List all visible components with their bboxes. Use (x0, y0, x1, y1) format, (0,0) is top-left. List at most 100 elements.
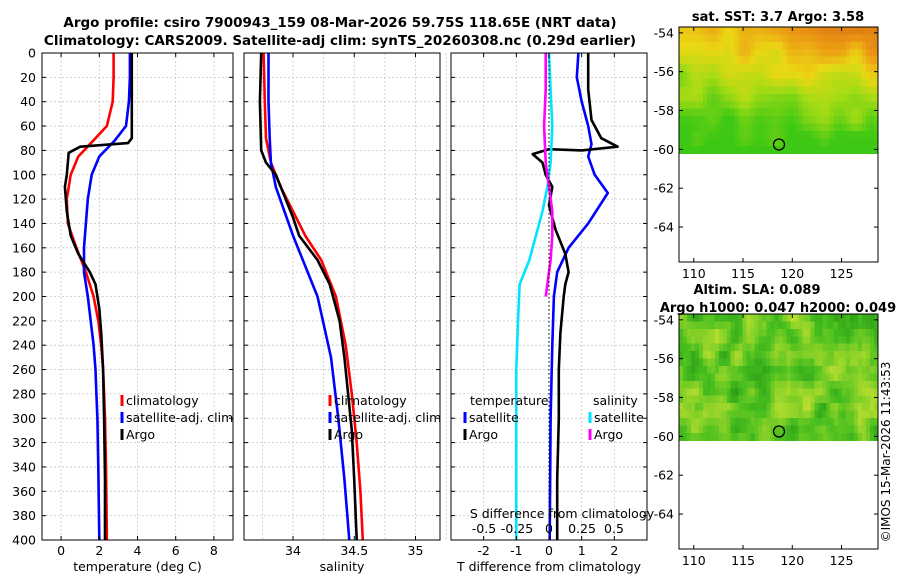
heatmap-cell (742, 41, 748, 50)
heatmap-cell (858, 64, 863, 73)
heatmap-cell (682, 336, 688, 345)
heatmap-cell (754, 130, 760, 139)
heatmap-cell (770, 314, 776, 323)
heatmap-cell (690, 343, 696, 352)
heatmap-cell (702, 123, 708, 132)
heatmap-cell (682, 34, 688, 43)
heatmap-cell (818, 64, 823, 73)
heatmap-cell (814, 86, 819, 95)
heatmap-cell (766, 138, 772, 147)
heatmap-cell (830, 123, 835, 132)
heatmap-cell (838, 373, 843, 382)
heatmap-cell (778, 321, 784, 330)
heatmap-cell (830, 145, 835, 154)
heatmap-cell (754, 321, 760, 330)
heatmap-cell (718, 388, 724, 397)
heatmap-cell (758, 336, 764, 345)
heatmap-cell (718, 101, 724, 110)
heatmap-cell (679, 358, 684, 367)
heatmap-cell (706, 49, 712, 58)
heatmap-cell (706, 130, 712, 139)
y-tick-label: -56 (654, 64, 674, 79)
heatmap-cell (786, 373, 792, 382)
heatmap-cell (866, 108, 871, 117)
heatmap-cell (758, 358, 764, 367)
heatmap-cell (798, 432, 803, 441)
heatmap-cell (738, 78, 744, 88)
heatmap-cell (810, 403, 815, 412)
heatmap-cell (714, 27, 720, 36)
heatmap-cell (818, 343, 823, 352)
heatmap-cell (694, 116, 700, 125)
heatmap-cell (758, 108, 764, 117)
x-tick-label: 6 (172, 543, 180, 558)
heatmap-cell (738, 56, 744, 65)
heatmap-cell (746, 343, 752, 352)
heatmap-cell (774, 388, 780, 397)
heatmap-cell (834, 403, 839, 412)
heatmap-cell (742, 86, 748, 95)
series-line-salinity-argo (542, 53, 554, 297)
heatmap-cell (870, 145, 875, 154)
heatmap-cell (854, 417, 859, 426)
heatmap-cell (702, 108, 708, 117)
heatmap-cell (746, 403, 752, 412)
heatmap-cell (762, 49, 768, 58)
heatmap-cell (794, 417, 799, 426)
heatmap-cell (750, 314, 756, 323)
heatmap-cell (710, 395, 716, 404)
heatmap-cell (742, 314, 748, 323)
heatmap-cell (778, 64, 784, 73)
heatmap-cell (718, 130, 724, 139)
heatmap-cell (818, 388, 823, 397)
heatmap-cell (822, 351, 827, 360)
heatmap-cell (846, 116, 851, 125)
heatmap-cell (822, 27, 827, 36)
heatmap-cell (842, 417, 847, 426)
heatmap-cell (862, 373, 867, 382)
heatmap-cell (822, 123, 827, 132)
heatmap-cell (750, 388, 756, 397)
heatmap-cell (679, 78, 684, 88)
heatmap-cell (782, 365, 788, 375)
heatmap-cell (726, 365, 732, 375)
heatmap-cell (726, 93, 732, 102)
heatmap-cell (726, 27, 732, 36)
heatmap-cell (806, 351, 811, 360)
heatmap-cell (750, 34, 756, 43)
heatmap-cell (802, 358, 807, 367)
heatmap-cell (866, 358, 871, 367)
heatmap-cell (866, 27, 871, 36)
heatmap-cell (679, 116, 684, 125)
heatmap-cell (730, 130, 736, 139)
heatmap-cell (766, 425, 772, 434)
heatmap-cell (782, 130, 788, 139)
heatmap-cell (866, 410, 871, 419)
heatmap-cell (686, 93, 692, 102)
heatmap-cell (698, 93, 704, 102)
heatmap-cell (742, 395, 748, 404)
heatmap-cell (858, 336, 863, 345)
heatmap-cell (866, 380, 871, 389)
heatmap-cell (706, 395, 712, 404)
heatmap-cell (698, 41, 704, 50)
heatmap-cell (778, 71, 784, 80)
heatmap-cell (734, 321, 740, 330)
heatmap-cell (726, 145, 732, 154)
heatmap-cell (742, 403, 748, 412)
heatmap-cell (682, 365, 688, 375)
heatmap-cell (714, 138, 720, 147)
heatmap-cell (706, 34, 712, 43)
heatmap-cell (810, 395, 815, 404)
heatmap-cell (706, 123, 712, 132)
heatmap-cell (798, 373, 803, 382)
heatmap-cell (830, 328, 835, 337)
heatmap-cell (870, 116, 875, 125)
heatmap-cell (718, 328, 724, 337)
heatmap-cell (838, 49, 843, 58)
heatmap-cell (679, 27, 684, 36)
heatmap-cell (810, 358, 815, 367)
heatmap-cell (814, 328, 819, 337)
heatmap-cell (766, 123, 772, 132)
heatmap-cell (846, 417, 851, 426)
